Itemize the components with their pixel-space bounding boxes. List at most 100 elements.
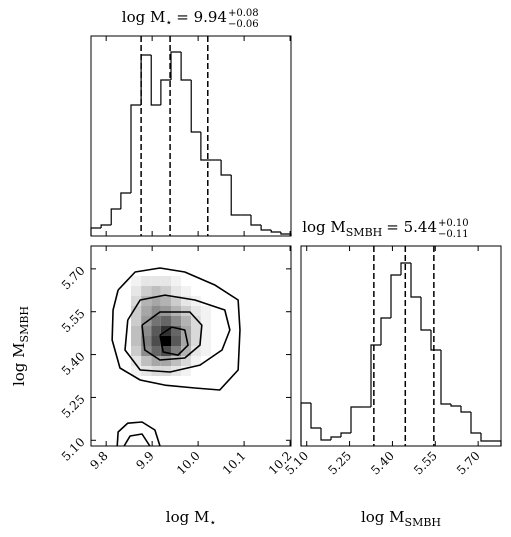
density-cell	[200, 336, 211, 346]
density-cell	[131, 346, 142, 356]
density-cell	[160, 346, 171, 356]
hist-step	[180, 52, 192, 81]
density-cell	[200, 346, 211, 356]
density-cell	[131, 356, 142, 366]
title-lower: −0.11	[438, 229, 469, 240]
density-cell	[151, 356, 161, 366]
hist-step	[430, 330, 441, 351]
density-cell	[181, 286, 192, 296]
density-cell	[181, 336, 192, 346]
density-cell	[200, 286, 211, 296]
axis-label-sub: SMBH	[405, 516, 441, 529]
density-cell	[151, 296, 161, 306]
density-cell	[171, 316, 182, 326]
hist-step	[90, 227, 102, 236]
density-cell	[171, 356, 182, 366]
density-cell	[141, 296, 152, 306]
hist-step	[220, 160, 232, 176]
density-cell	[131, 326, 142, 336]
hist-step	[310, 403, 321, 429]
density-cell	[181, 326, 192, 336]
x-tick-label: 10.1	[220, 449, 249, 478]
axis-label: log MSMBH	[10, 306, 31, 386]
x-tick-label: 5.55	[411, 449, 440, 478]
contour	[141, 311, 203, 361]
hist-step	[350, 406, 361, 433]
contour	[116, 421, 161, 447]
density-cell	[191, 276, 201, 286]
contour	[123, 433, 151, 447]
density-cell	[141, 326, 152, 336]
density-cell	[181, 316, 192, 326]
density-cell	[141, 316, 152, 326]
density-cell	[160, 356, 171, 366]
density-cell	[171, 346, 182, 356]
title-value: = 5.44	[386, 218, 437, 236]
density-cell	[181, 306, 192, 316]
y-tick-label: 5.25	[59, 392, 88, 421]
panel-frame	[90, 245, 292, 447]
hist-step	[160, 79, 171, 105]
title-sub: ⋆	[165, 16, 172, 29]
y-tick-label: 5.10	[59, 435, 88, 464]
density-cell	[160, 286, 171, 296]
hist-step	[470, 412, 481, 434]
hist-step	[230, 175, 241, 216]
density-cell	[200, 296, 211, 306]
contour	[159, 326, 189, 356]
title-lower: −0.06	[228, 19, 259, 30]
density-cell	[181, 276, 192, 286]
density-cell	[141, 356, 152, 366]
density-cell	[181, 366, 192, 376]
hist-step	[280, 232, 292, 236]
density-cell	[181, 296, 192, 306]
density-cell	[151, 276, 161, 286]
density-cell	[171, 286, 182, 296]
hist-step	[270, 230, 281, 233]
hist-step	[250, 215, 262, 226]
density-cell	[171, 296, 182, 306]
hist-step	[260, 225, 272, 231]
panel-frame	[300, 245, 502, 447]
hist-step	[330, 436, 341, 440]
density-cell	[171, 276, 182, 286]
hist-step	[390, 274, 401, 318]
density-cell	[131, 306, 142, 316]
x-tick-label: 9.8	[87, 449, 110, 472]
density-cell	[151, 306, 161, 316]
density-cell	[131, 366, 142, 376]
density-cell	[200, 316, 211, 326]
density-cell	[181, 346, 192, 356]
density-cell	[151, 316, 161, 326]
density-cell	[200, 326, 211, 336]
axis-label-main: log M	[166, 508, 210, 526]
density-cell	[141, 286, 152, 296]
hist-step	[491, 440, 502, 446]
hist-step	[140, 54, 152, 105]
hist-step	[130, 104, 142, 193]
axis-label: log MSMBH	[361, 508, 441, 529]
density-cell	[131, 296, 142, 306]
density-cell	[141, 336, 152, 346]
hist-step	[190, 80, 201, 133]
title-sub: SMBH	[346, 226, 382, 239]
contour	[124, 294, 231, 373]
hist-step	[150, 55, 161, 106]
hist-step	[340, 432, 351, 437]
panel-title: log M⋆ = 9.94	[122, 8, 227, 29]
density-cell	[160, 296, 171, 306]
hist-step	[170, 51, 182, 80]
hist-step	[460, 406, 471, 413]
density-cell	[191, 286, 201, 296]
axis-label-sub: ⋆	[209, 516, 216, 529]
density-cell	[160, 276, 171, 286]
hist-step	[440, 350, 451, 405]
density-cell	[191, 356, 201, 366]
density-cell	[151, 286, 161, 296]
density-cell	[151, 346, 161, 356]
hist-step	[100, 224, 112, 228]
panel-title: log MSMBH = 5.44	[302, 218, 437, 239]
density-cell	[171, 326, 182, 336]
title-main: log M	[122, 8, 166, 26]
